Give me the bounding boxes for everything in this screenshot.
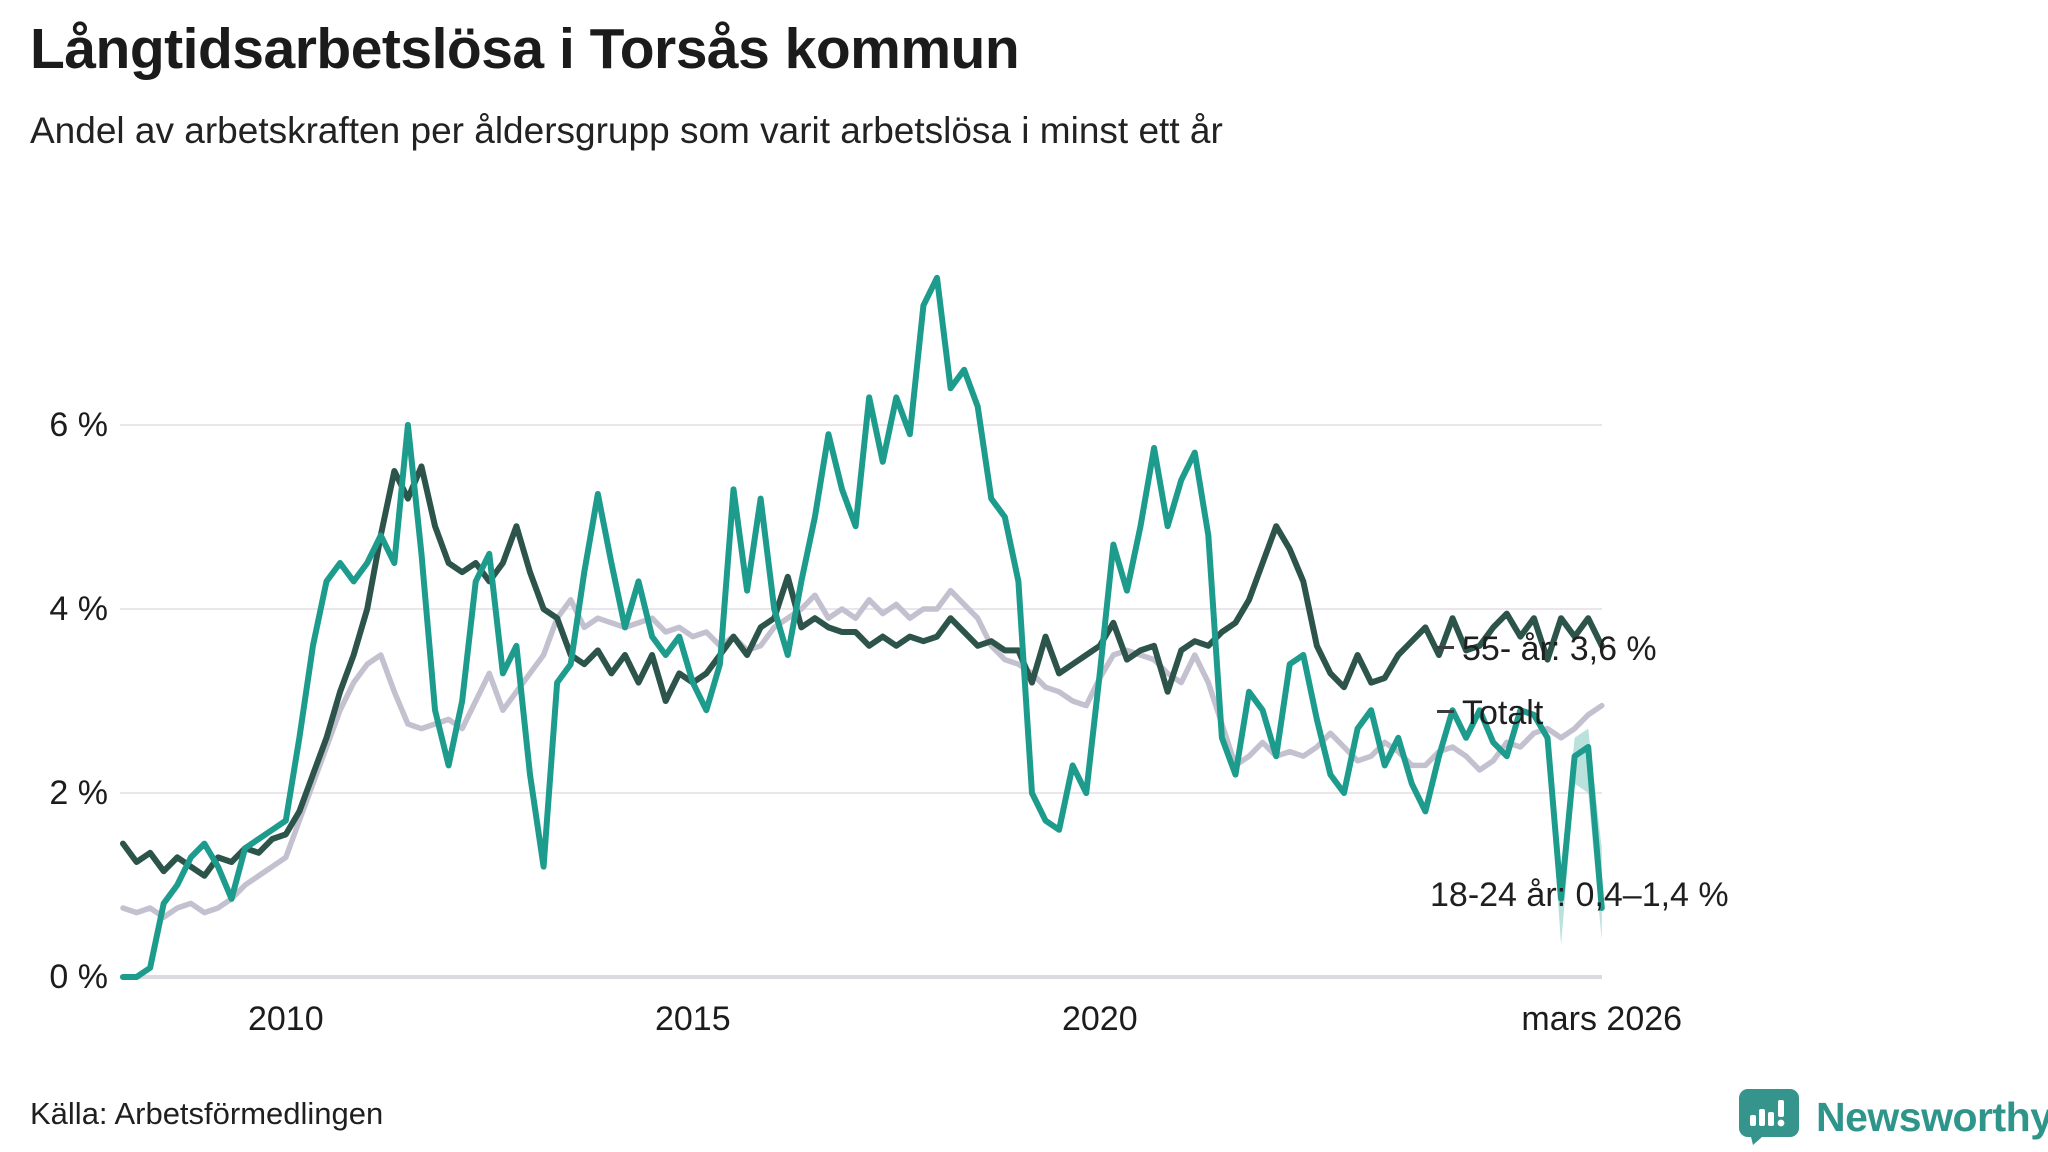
speech-bubble-bar-chart-icon [1739, 1089, 1799, 1145]
y-tick-label-0: 0 % [49, 958, 108, 996]
newsworthy-wordmark: Newsworthy [1816, 1093, 2048, 1140]
series-line-totalt [120, 587, 1605, 920]
series-line-55-r [120, 463, 1605, 879]
annotation-label-0: 55- år: 3,6 % [1462, 630, 1657, 668]
x-tick-label-2010: 2010 [247, 1000, 324, 1038]
y-tick-label-6: 6 % [49, 406, 108, 444]
x-tick-label-2015: 2015 [654, 1000, 731, 1038]
page-subtitle: Andel av arbetskraften per åldersgrupp s… [30, 110, 1223, 151]
annotation-label-1: Totalt [1462, 694, 1544, 732]
x-tick-label-2020: 2020 [1061, 1000, 1138, 1038]
series-line-18-24-r [120, 274, 1605, 980]
y-tick-label-2: 2 % [49, 774, 108, 812]
source-note: Källa: Arbetsförmedlingen [30, 1096, 384, 1131]
annotation-tick-1 [1437, 710, 1454, 713]
annotation-label-2: 18-24 år: 0,4–1,4 % [1430, 876, 1729, 914]
annotation-tick-0 [1437, 646, 1454, 649]
y-tick-label-4: 4 % [49, 590, 108, 628]
newsworthy-logo: Newsworthy [1738, 1088, 2048, 1146]
page-title: Långtidsarbetslösa i Torsås kommun [30, 17, 1020, 81]
x-tick-label-mars-2026: mars 2026 [1521, 1000, 1683, 1038]
